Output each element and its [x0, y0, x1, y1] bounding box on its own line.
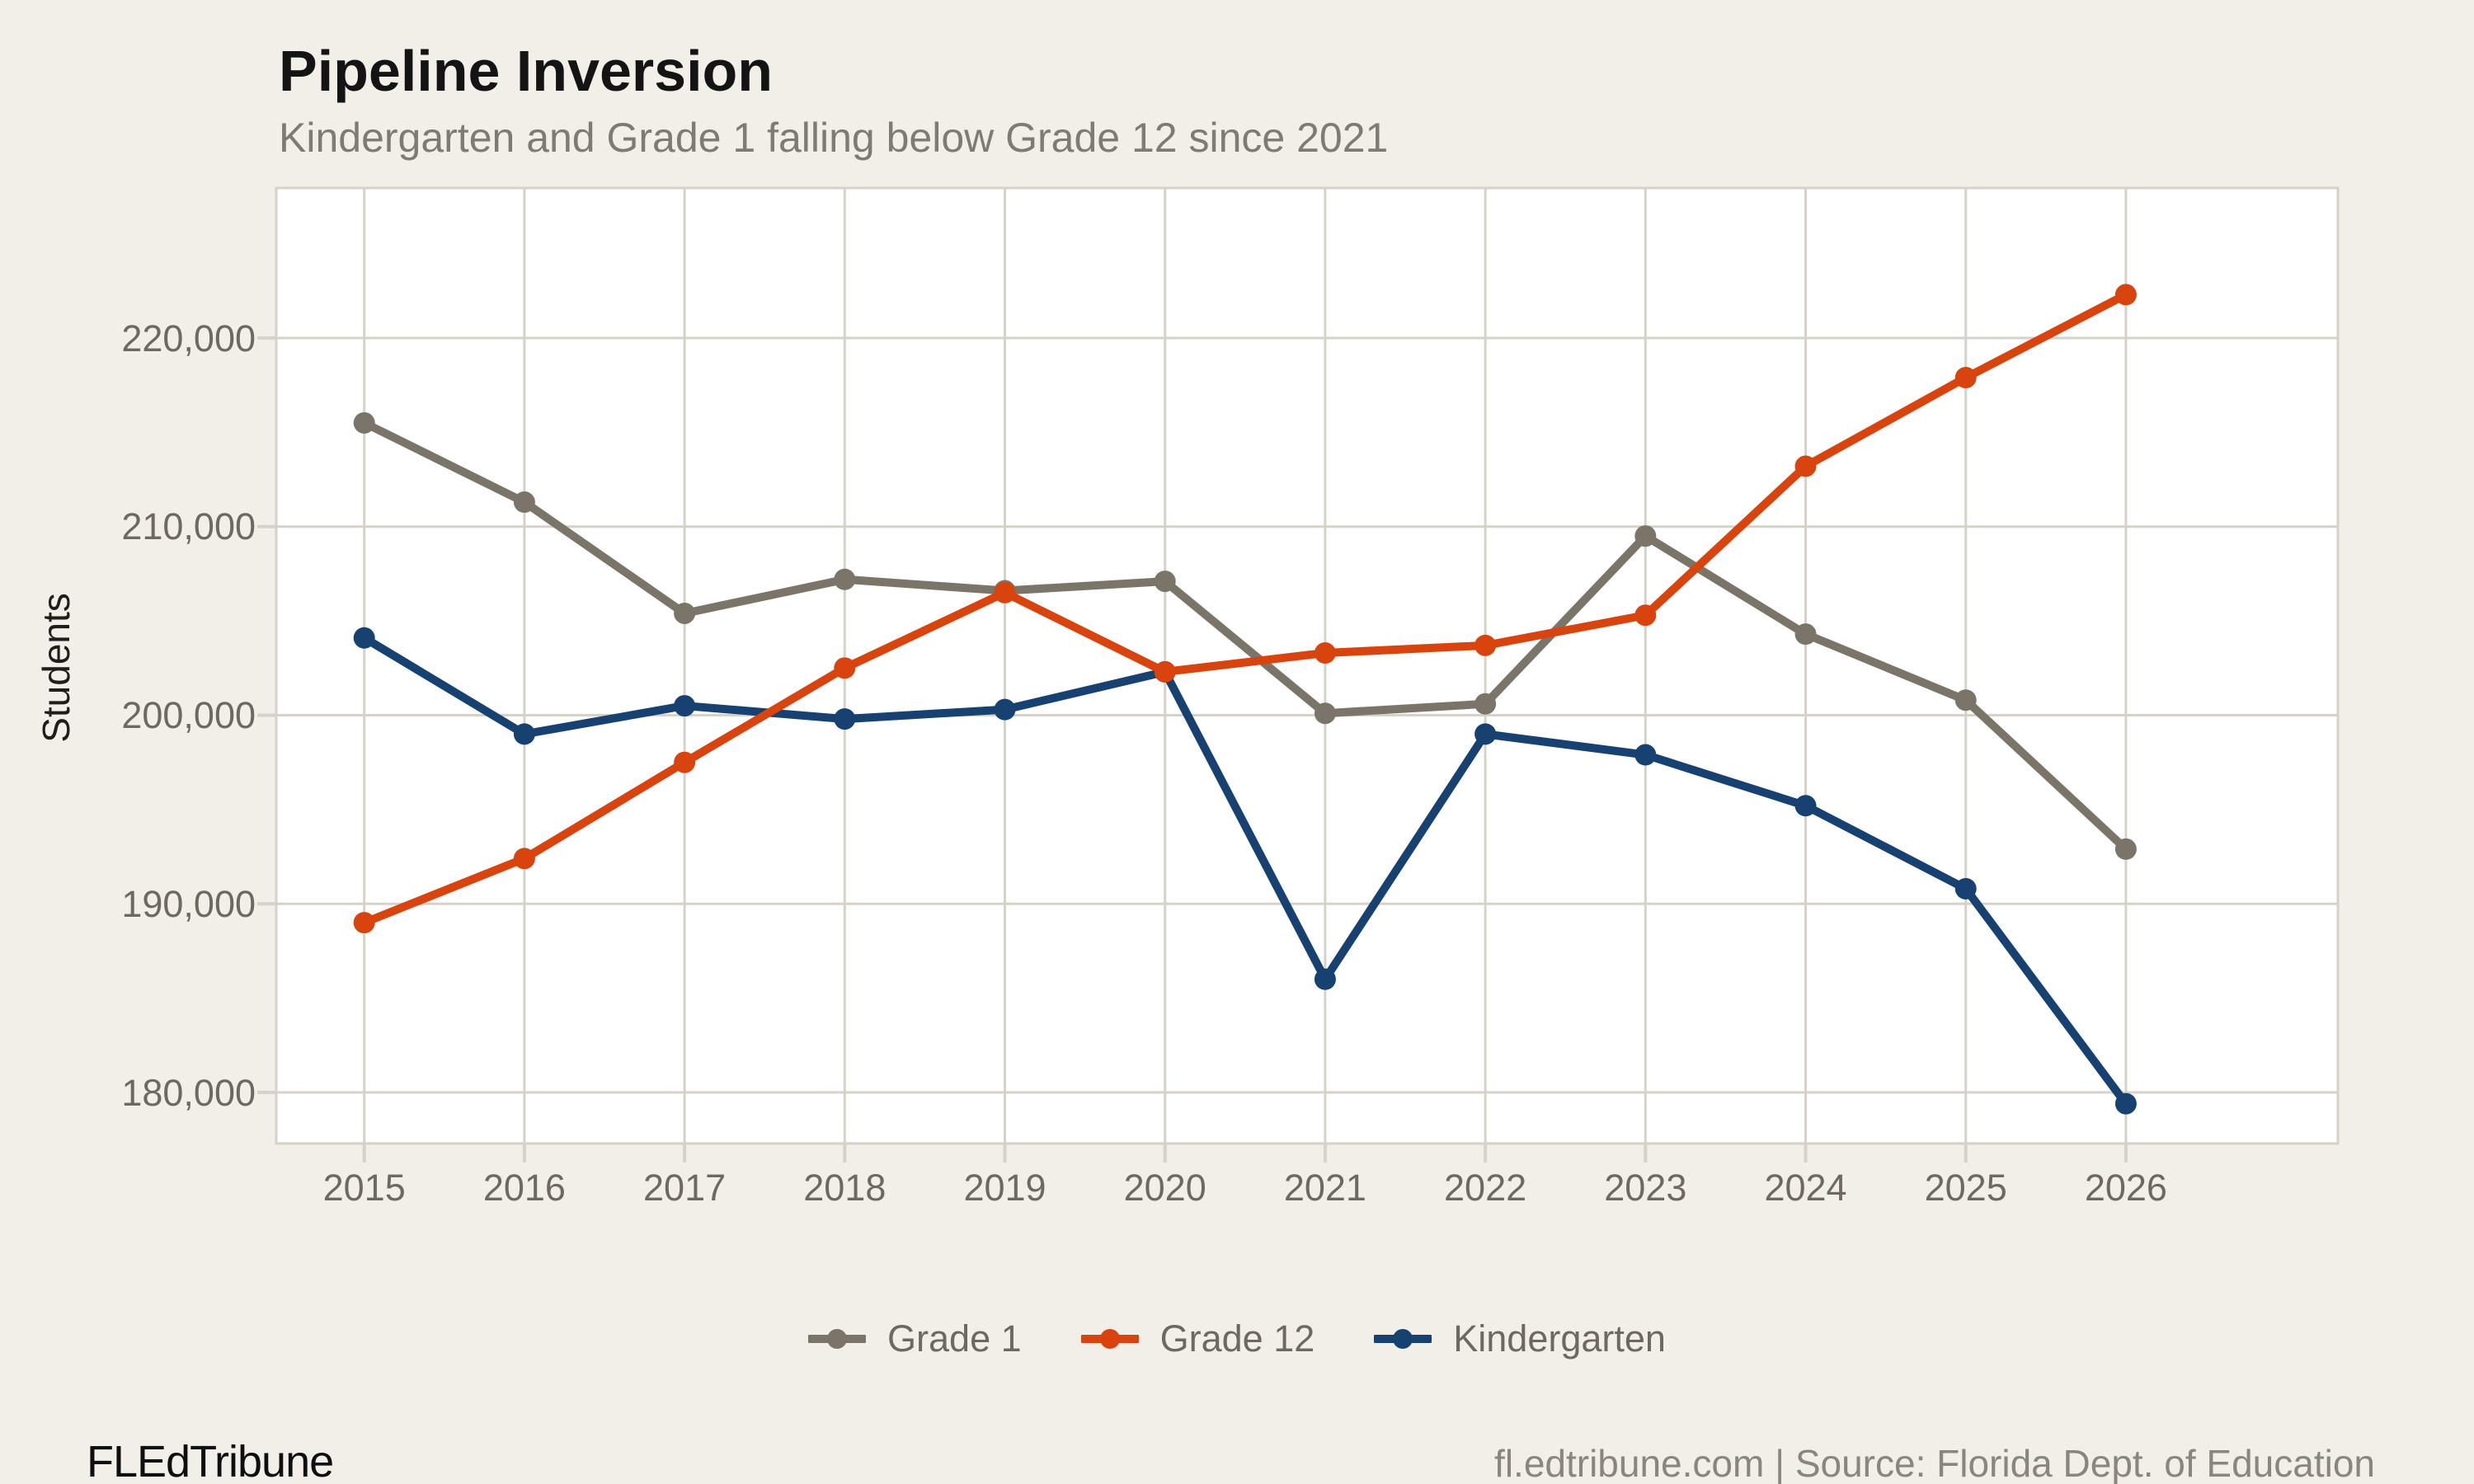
data-point-grade-12-2024: [1794, 455, 1817, 477]
plot-panel-border: [275, 186, 2340, 1145]
x-tick-label: 2022: [1444, 1167, 1527, 1209]
data-point-kindergarten-2024: [1794, 795, 1817, 817]
x-tick-label: 2024: [1764, 1167, 1847, 1209]
data-point-kindergarten-2026: [2114, 1092, 2137, 1115]
data-point-grade-12-2023: [1634, 604, 1657, 627]
data-point-kindergarten-2017: [674, 695, 696, 717]
x-tick-label: 2015: [322, 1167, 406, 1209]
data-point-grade-12-2019: [994, 581, 1016, 603]
data-point-grade-12-2017: [674, 751, 696, 773]
x-tick-label: 2025: [1924, 1167, 2007, 1209]
legend-label: Kindergarten: [1453, 1317, 1666, 1360]
data-point-grade-12-2018: [834, 657, 856, 679]
data-point-grade-1-2022: [1475, 693, 1497, 715]
legend-label: Grade 12: [1159, 1317, 1315, 1360]
y-tick-label: 180,000: [121, 1071, 256, 1114]
data-point-grade-1-2020: [1154, 571, 1176, 593]
data-point-grade-12-2021: [1314, 642, 1336, 665]
y-tick-label: 200,000: [121, 694, 256, 736]
legend-marker-icon: [1080, 1329, 1139, 1349]
data-point-grade-1-2017: [674, 602, 696, 624]
brand-logo-text: FLEdTribune: [87, 1437, 334, 1484]
source-attribution: fl.edtribune.com | Source: Florida Dept.…: [1494, 1442, 2375, 1484]
x-tick-label: 2021: [1283, 1167, 1366, 1209]
data-point-kindergarten-2016: [513, 723, 535, 745]
data-point-kindergarten-2022: [1475, 723, 1497, 745]
data-point-grade-12-2016: [513, 848, 535, 870]
data-point-kindergarten-2023: [1634, 744, 1657, 766]
legend-label: Grade 1: [887, 1317, 1022, 1360]
legend-marker-icon: [808, 1329, 867, 1349]
legend-item-grade-12: Grade 12: [1080, 1317, 1315, 1360]
x-tick-label: 2026: [2084, 1167, 2167, 1209]
chart-legend: Grade 1 Grade 12 Kindergarten: [0, 1317, 2474, 1360]
legend-item-kindergarten: Kindergarten: [1374, 1317, 1666, 1360]
data-point-grade-1-2024: [1794, 623, 1817, 646]
data-point-grade-1-2023: [1634, 525, 1657, 547]
x-tick-label: 2020: [1123, 1167, 1206, 1209]
data-point-grade-12-2020: [1154, 660, 1176, 683]
plot-panel: [276, 188, 2338, 1144]
y-axis-title: Students: [35, 593, 78, 743]
data-point-kindergarten-2019: [994, 698, 1016, 721]
x-tick-label: 2019: [963, 1167, 1047, 1209]
x-tick-label: 2023: [1604, 1167, 1687, 1209]
y-tick-label: 190,000: [121, 882, 256, 925]
data-point-grade-12-2025: [1954, 367, 1977, 389]
data-point-kindergarten-2025: [1954, 877, 1977, 899]
data-point-grade-1-2016: [513, 491, 535, 514]
data-point-kindergarten-2018: [834, 708, 856, 730]
y-tick-label: 210,000: [121, 505, 256, 548]
series-line-grade-1: [360, 418, 2130, 853]
legend-marker-icon: [1374, 1329, 1432, 1349]
data-point-grade-1-2026: [2114, 838, 2137, 860]
x-tick-label: 2018: [803, 1167, 887, 1209]
data-point-grade-12-2022: [1475, 634, 1497, 656]
chart-title: Pipeline Inversion: [279, 39, 774, 103]
series-line-kindergarten: [360, 633, 2130, 1108]
data-point-grade-1-2015: [353, 411, 375, 434]
data-point-grade-1-2025: [1954, 689, 1977, 711]
x-tick-label: 2016: [482, 1167, 566, 1209]
data-point-kindergarten-2021: [1314, 968, 1336, 990]
chart-subtitle: Kindergarten and Grade 1 falling below G…: [279, 115, 1389, 161]
data-point-grade-12-2015: [353, 912, 375, 934]
series-line-grade-12: [360, 290, 2130, 928]
legend-item-grade-1: Grade 1: [808, 1317, 1022, 1360]
data-point-grade-1-2021: [1314, 702, 1336, 725]
x-tick-label: 2017: [643, 1167, 727, 1209]
data-point-grade-1-2018: [834, 568, 856, 590]
data-point-grade-12-2026: [2114, 284, 2137, 306]
y-tick-label: 220,000: [121, 317, 256, 359]
data-point-kindergarten-2015: [353, 627, 375, 649]
